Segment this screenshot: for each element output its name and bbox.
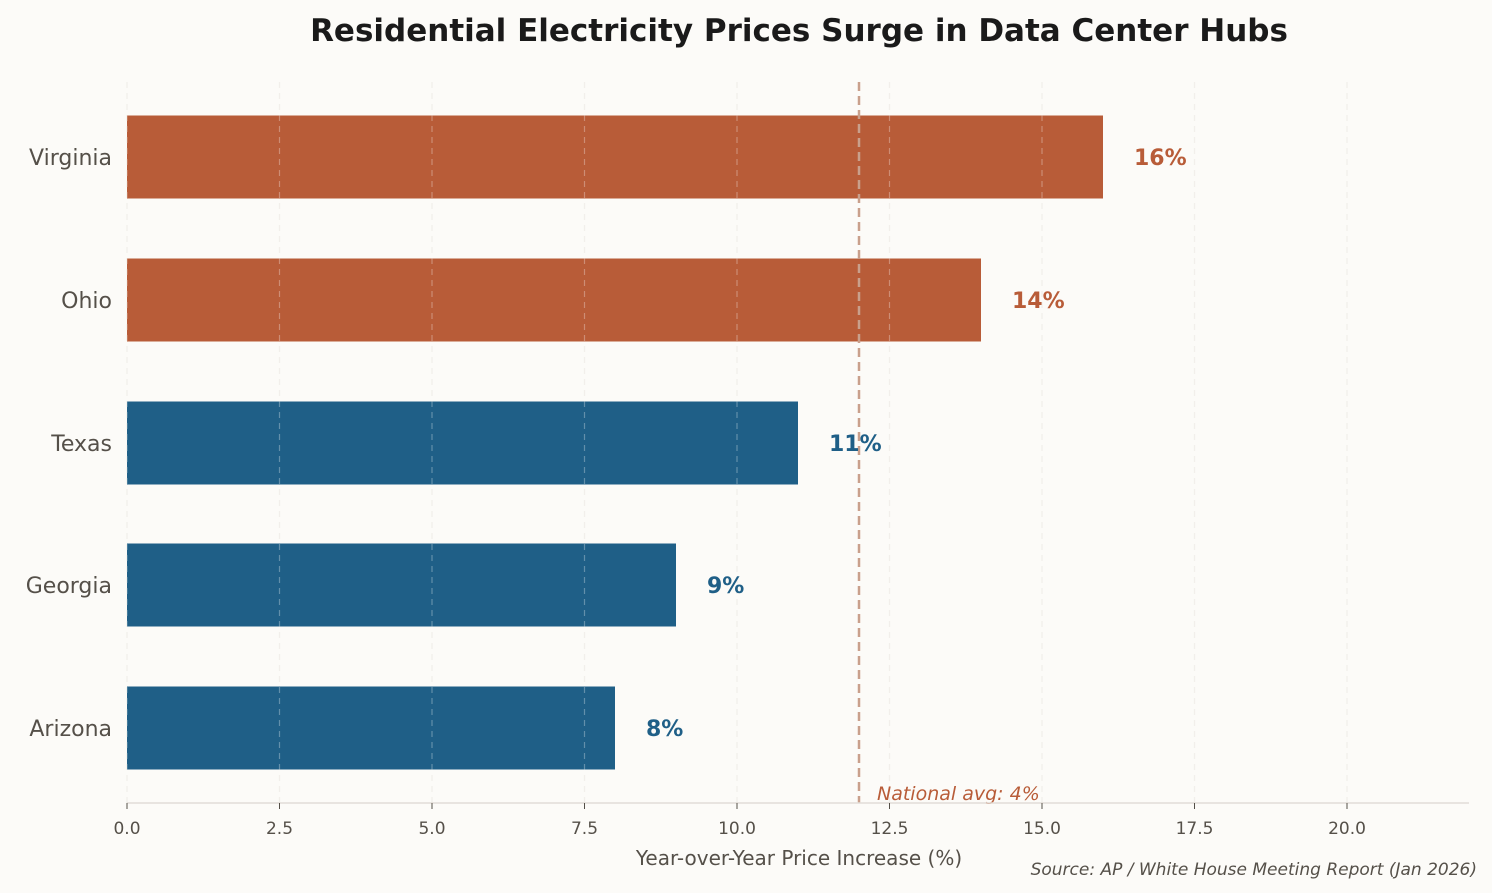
x-tick-label: 0.0 <box>113 819 140 839</box>
value-label: 8% <box>646 717 683 742</box>
bar-arizona <box>127 686 615 770</box>
source-note: Source: AP / White House Meeting Report … <box>1031 860 1477 880</box>
reference-line-group: National avg: 4% <box>857 82 1040 805</box>
bar-texas <box>127 401 798 485</box>
y-label: Georgia <box>26 574 112 599</box>
bars <box>127 115 1103 770</box>
x-tick-label: 7.5 <box>571 819 598 839</box>
x-ticks: 0.0 2.5 5.0 7.5 10.0 12.5 15.0 17.5 20.0 <box>113 803 1366 839</box>
national-average-label: National avg: 4% <box>877 783 1040 805</box>
value-label: 14% <box>1012 289 1065 314</box>
x-tick-label: 2.5 <box>266 819 293 839</box>
x-axis-label: Year-over-Year Price Increase (%) <box>635 846 962 870</box>
value-label: 11% <box>829 432 882 457</box>
bar-georgia <box>127 543 676 627</box>
y-label: Ohio <box>61 289 112 314</box>
value-labels: 16% 14% 11% 9% 8% <box>646 146 1187 742</box>
y-labels: Virginia Ohio Texas Georgia Arizona <box>26 146 112 742</box>
bar-ohio <box>127 258 981 342</box>
x-tick-label: 17.5 <box>1176 819 1214 839</box>
y-label: Arizona <box>29 717 112 742</box>
y-label: Texas <box>50 432 112 457</box>
y-label: Virginia <box>29 146 112 171</box>
value-label: 16% <box>1134 146 1187 171</box>
x-tick-label: 12.5 <box>871 819 909 839</box>
x-tick-label: 20.0 <box>1328 819 1366 839</box>
x-tick-label: 15.0 <box>1023 819 1061 839</box>
bar-virginia <box>127 115 1103 199</box>
chart-title: Residential Electricity Prices Surge in … <box>310 13 1288 49</box>
x-tick-label: 5.0 <box>418 819 445 839</box>
x-tick-label: 10.0 <box>718 819 756 839</box>
value-label: 9% <box>707 574 744 599</box>
